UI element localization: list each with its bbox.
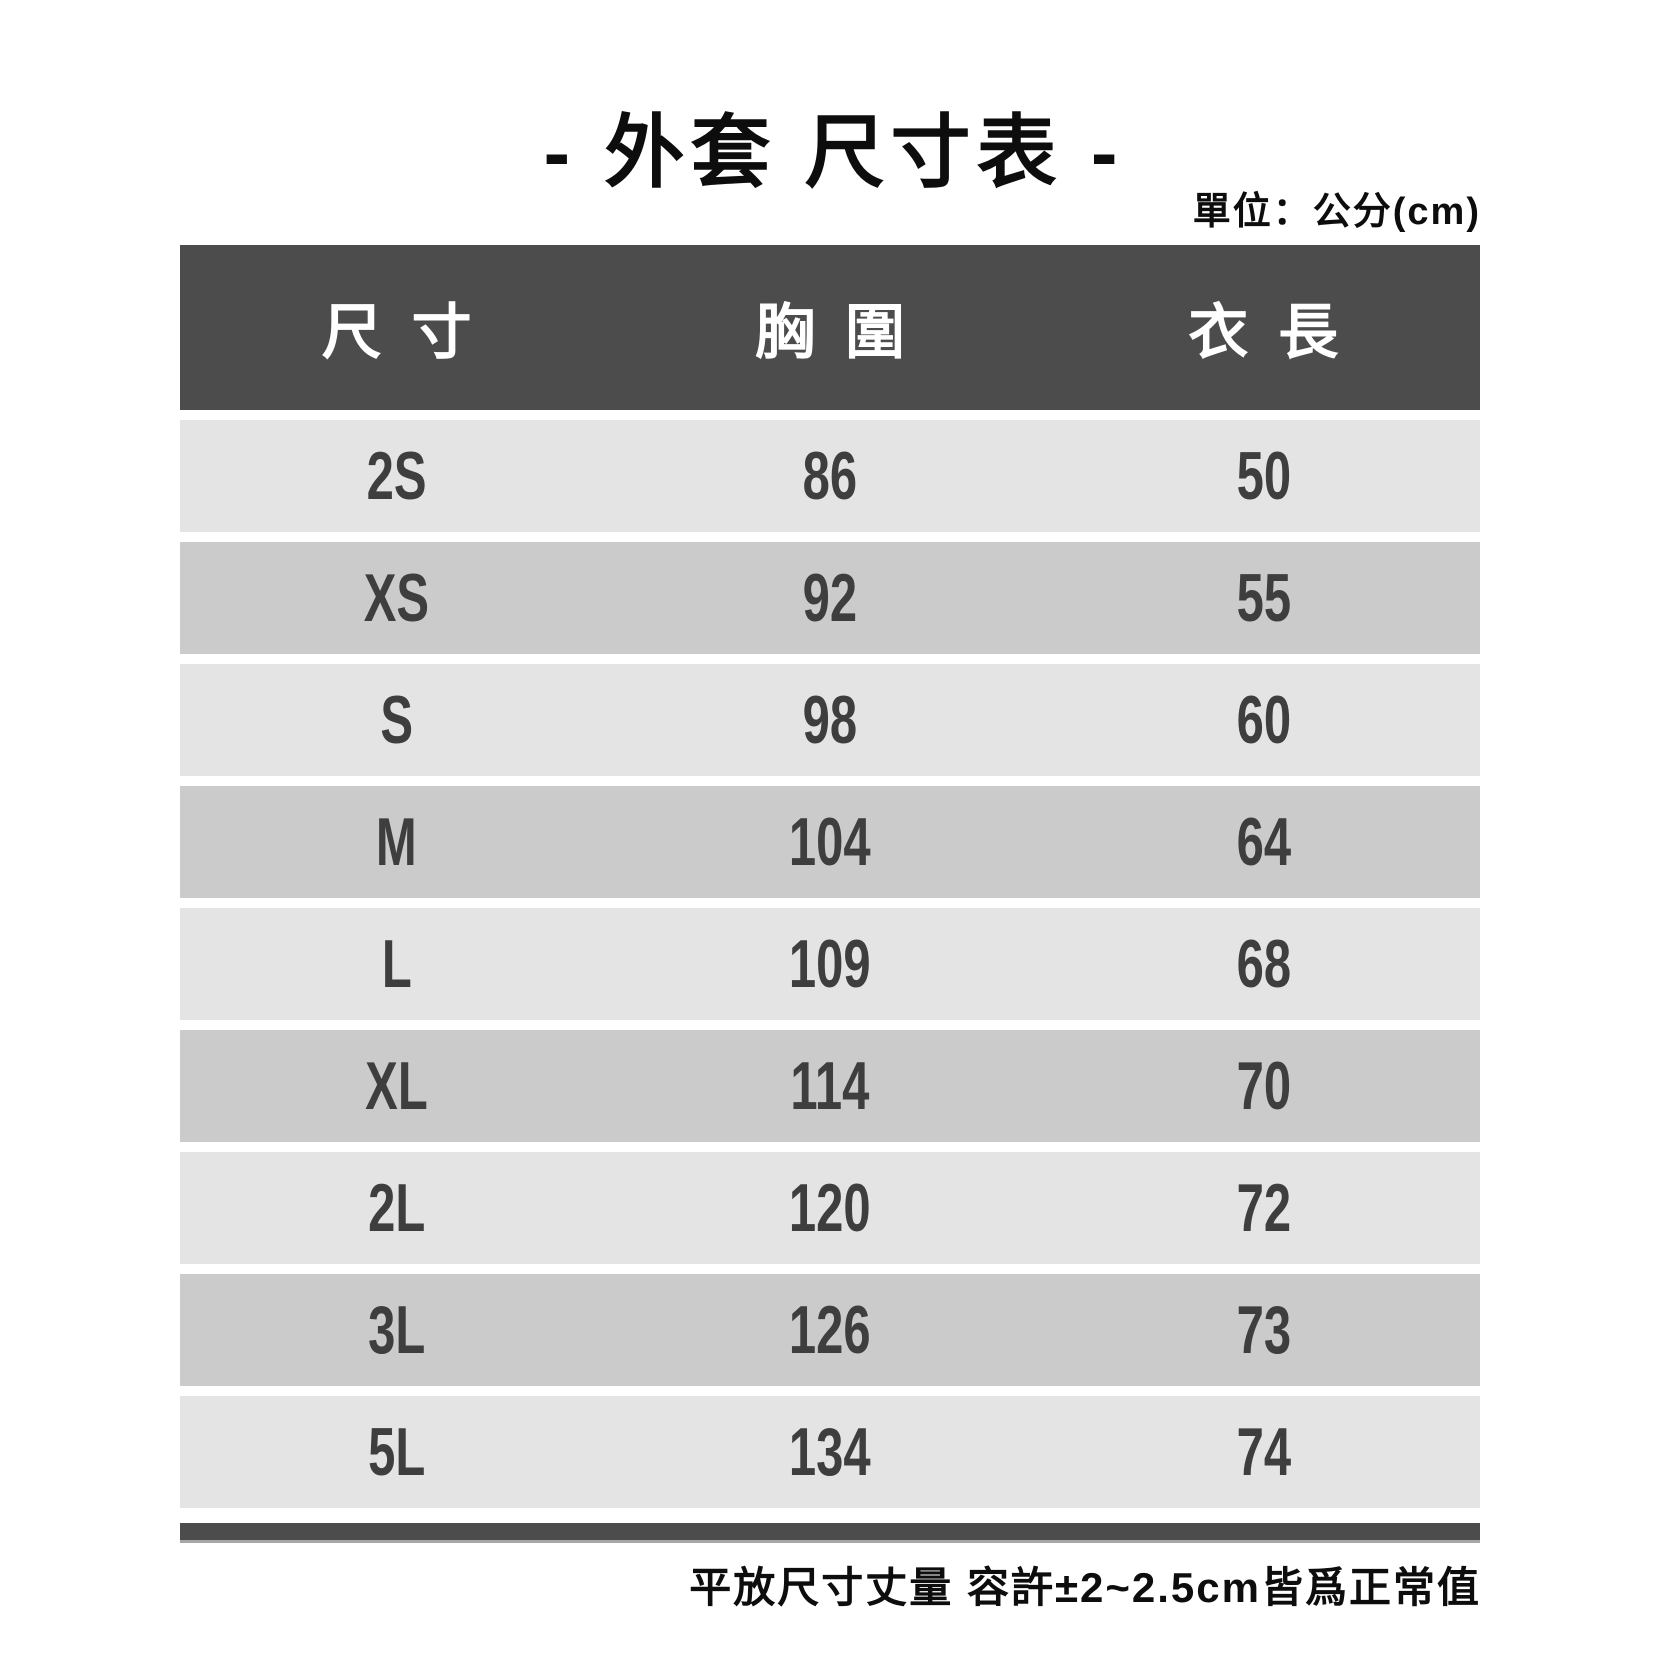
column-header-length: 衣長	[1188, 299, 1369, 366]
cell-length-value: 64	[1236, 804, 1291, 880]
footer-note: 平放尺寸丈量 容許±2~2.5cm皆爲正常值	[689, 1564, 1481, 1611]
table-row: XS 92 55	[180, 542, 1480, 654]
cell-size: L	[180, 925, 613, 1003]
cell-size-value: 5L	[368, 1414, 426, 1490]
cell-chest-value: 109	[789, 926, 871, 1002]
cell-chest-value: 126	[789, 1292, 871, 1368]
cell-length: 73	[1047, 1291, 1480, 1369]
cell-size-value: XS	[363, 560, 430, 636]
cell-size: 3L	[180, 1291, 613, 1369]
table-row: 3L 126 73	[180, 1274, 1480, 1386]
cell-size: XL	[180, 1047, 613, 1125]
cell-chest: 134	[613, 1413, 1046, 1491]
table-body: 2S 86 50 XS 92 55 S 98 60 M 104 64 L 109 68 XL 114 70 2L 12…	[180, 420, 1480, 1508]
cell-size-value: L	[381, 926, 412, 1002]
cell-chest: 126	[613, 1291, 1046, 1369]
column-header-size: 尺寸	[321, 299, 502, 366]
cell-size: 2L	[180, 1169, 613, 1247]
cell-size: 2S	[180, 437, 613, 515]
cell-length-value: 74	[1236, 1414, 1291, 1490]
cell-length: 64	[1047, 803, 1480, 881]
cell-length-value: 68	[1236, 926, 1291, 1002]
table-row: 2S 86 50	[180, 420, 1480, 532]
cell-length-value: 73	[1236, 1292, 1291, 1368]
cell-size-value: XL	[365, 1048, 428, 1124]
cell-size-value: M	[376, 804, 418, 880]
cell-chest-value: 114	[790, 1048, 870, 1124]
cell-chest: 98	[613, 681, 1046, 759]
cell-chest-value: 120	[789, 1170, 871, 1246]
cell-chest-value: 98	[802, 682, 858, 758]
cell-chest: 114	[613, 1047, 1046, 1125]
cell-size-value: S	[380, 682, 413, 758]
table-header-row: 尺寸 胸圍 衣長	[180, 245, 1480, 410]
cell-chest-value: 104	[789, 804, 871, 880]
cell-length: 74	[1047, 1413, 1480, 1491]
cell-chest: 104	[613, 803, 1046, 881]
cell-chest: 120	[613, 1169, 1046, 1247]
cell-length: 60	[1047, 681, 1480, 759]
cell-length: 68	[1047, 925, 1480, 1003]
cell-length-value: 60	[1236, 682, 1291, 758]
table-row: 5L 134 74	[180, 1396, 1480, 1508]
cell-length-value: 55	[1236, 560, 1291, 636]
cell-chest: 109	[613, 925, 1046, 1003]
cell-size: S	[180, 681, 613, 759]
size-table: 尺寸 胸圍 衣長 2S 86 50 XS 92 55 S 98 60 M 104 64 L 109 68 XL…	[180, 245, 1480, 1540]
page-title: - 外套 尺寸表 -	[543, 108, 1124, 197]
table-row: 2L 120 72	[180, 1152, 1480, 1264]
cell-chest-value: 134	[789, 1414, 871, 1490]
table-bottom-bar	[180, 1523, 1480, 1540]
cell-chest: 86	[613, 437, 1046, 515]
unit-note: 單位：公分(cm)	[1192, 191, 1481, 233]
cell-size-value: 3L	[368, 1292, 426, 1368]
table-row: S 98 60	[180, 664, 1480, 776]
cell-size: XS	[180, 559, 613, 637]
cell-size-value: 2L	[368, 1170, 426, 1246]
cell-length: 72	[1047, 1169, 1480, 1247]
table-row: M 104 64	[180, 786, 1480, 898]
cell-length: 70	[1047, 1047, 1480, 1125]
column-header-chest: 胸圍	[754, 299, 935, 366]
cell-length: 50	[1047, 437, 1480, 515]
cell-size: 5L	[180, 1413, 613, 1491]
cell-size-value: 2S	[366, 438, 427, 514]
cell-length: 55	[1047, 559, 1480, 637]
cell-length-value: 50	[1236, 438, 1291, 514]
cell-length-value: 70	[1236, 1048, 1291, 1124]
cell-chest-value: 86	[802, 438, 858, 514]
table-row: L 109 68	[180, 908, 1480, 1020]
cell-size: M	[180, 803, 613, 881]
table-row: XL 114 70	[180, 1030, 1480, 1142]
cell-chest-value: 92	[802, 560, 858, 636]
cell-chest: 92	[613, 559, 1046, 637]
cell-length-value: 72	[1236, 1170, 1291, 1246]
